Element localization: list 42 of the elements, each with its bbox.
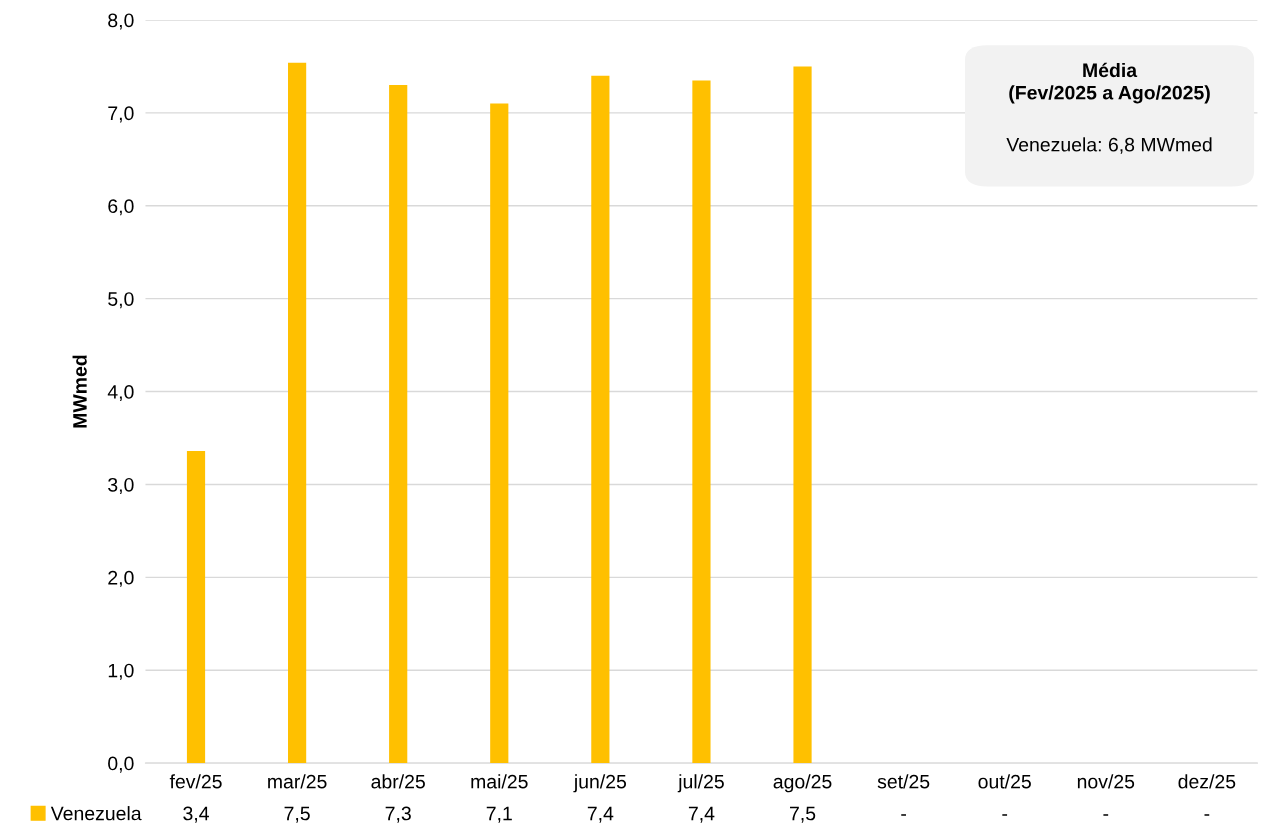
legend-label: Venezuela <box>50 806 142 821</box>
x-tick-label: jul/25 <box>677 774 724 793</box>
x-tick-label: fev/25 <box>169 774 222 789</box>
x-tick-label: dez/25 <box>1178 774 1236 789</box>
y-tick-label: 7,0 <box>108 106 134 123</box>
annotation: Média (Fev/2025 a Ago/2025) <box>1009 62 1210 104</box>
bar <box>793 66 812 764</box>
y-tick-label: 1,0 <box>108 663 134 680</box>
text: - <box>1204 814 1210 816</box>
x-tick-label: mai/25 <box>471 774 528 789</box>
text: - <box>1103 814 1109 816</box>
annotation: Venezuela: 6,8 MWmed <box>1006 137 1212 154</box>
bar <box>490 103 509 764</box>
data-label: 7,3 <box>385 806 411 823</box>
data-label: 7,5 <box>790 806 816 823</box>
y-tick-label: 2,0 <box>108 570 134 587</box>
bar <box>186 451 206 764</box>
x-tick-label: jun/25 <box>573 774 627 793</box>
x-tick-label: ago/25 <box>773 774 832 793</box>
data-label: 3,4 <box>183 806 209 823</box>
text: - <box>1002 814 1008 816</box>
y-tick-label: 3,0 <box>108 477 134 494</box>
y-tick-label: 4,0 <box>107 385 134 402</box>
bar <box>389 85 408 764</box>
data-label: 7,1 <box>486 806 512 823</box>
data-label: 7,4 <box>587 806 614 823</box>
bar <box>591 75 610 764</box>
y-tick-label: 8,0 <box>108 13 134 30</box>
bar <box>692 80 711 764</box>
y-tick-label: 6,0 <box>108 199 134 216</box>
y-axis-title: MWmed <box>72 355 87 428</box>
x-tick-label: mar/25 <box>268 774 327 789</box>
data-label: 7,5 <box>284 806 310 823</box>
x-tick-label: nov/25 <box>1077 774 1135 789</box>
bar <box>288 62 307 764</box>
x-tick-label: abr/25 <box>371 774 425 789</box>
y-tick-label: 5,0 <box>108 292 134 309</box>
y-tick-label: 0,0 <box>108 756 134 773</box>
data-label: 7,4 <box>688 806 715 823</box>
text: - <box>901 814 906 816</box>
x-tick-label: set/25 <box>877 774 930 789</box>
x-tick-label: out/25 <box>978 774 1031 789</box>
